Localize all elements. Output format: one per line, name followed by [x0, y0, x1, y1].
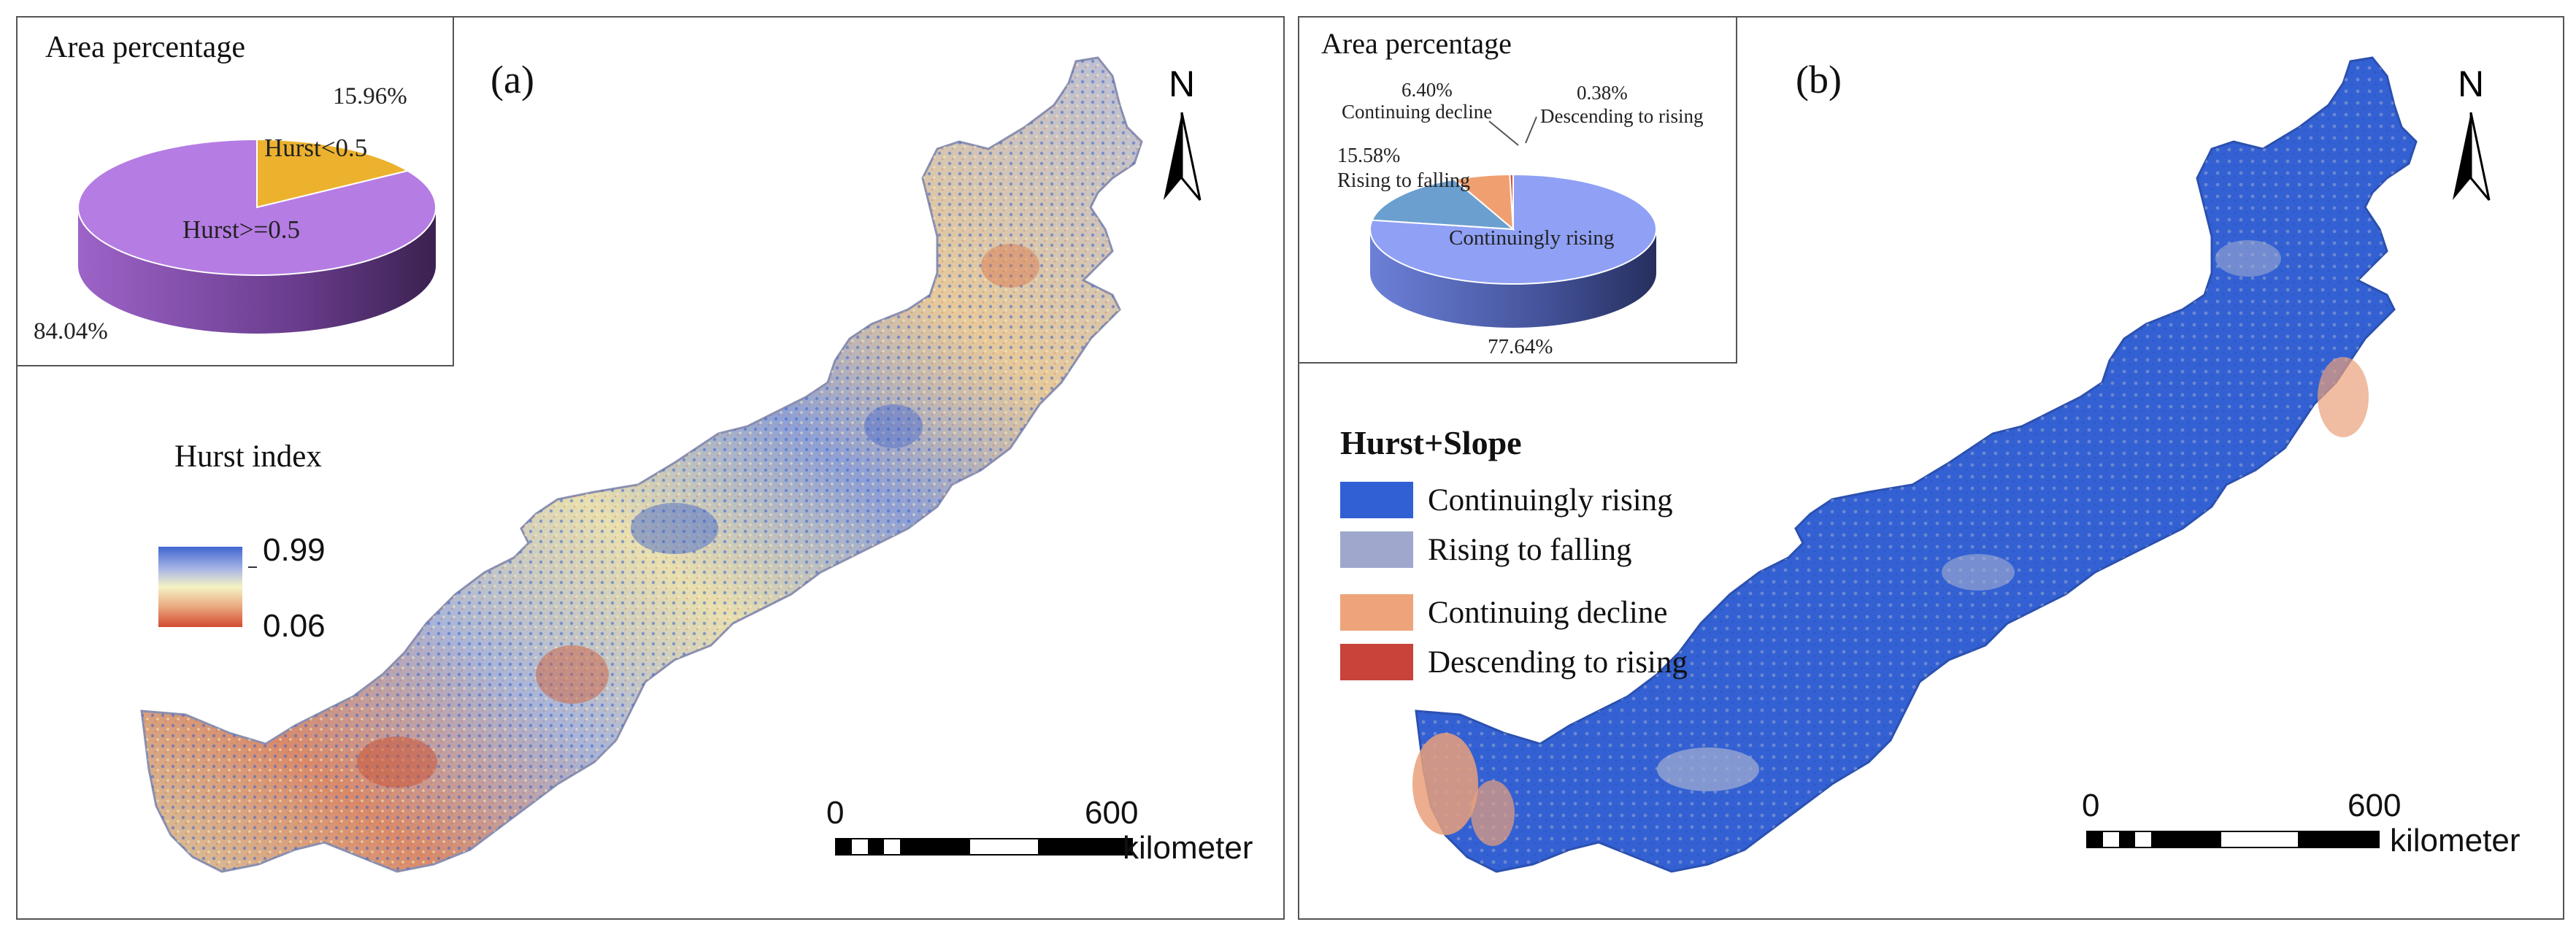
north-arrow-icon: N [1164, 64, 1202, 201]
panel-label: (a) [491, 58, 534, 101]
pie-top [1369, 173, 1657, 285]
pie-label-hurst-low: Hurst<0.5 [264, 134, 367, 162]
legend-label: Descending to rising [1428, 645, 1688, 680]
legend-label: Continuing decline [1428, 596, 1668, 630]
pie-percent-continuingly-rising: 77.64% [1488, 335, 1553, 358]
legend-label: Continuingly rising [1428, 483, 1673, 518]
colorbar-min-label: 0.06 [263, 608, 326, 644]
scale-start-label: 0 [826, 795, 845, 831]
scale-unit: kilometer [2390, 823, 2521, 858]
scale-unit: kilometer [1123, 830, 1253, 866]
pie-percent-descending-to-rising: 0.38% [1577, 82, 1628, 104]
panel-a: Area percentage Hurst>=0.5 Hurst<0.5 84.… [16, 16, 1285, 920]
pie-top [77, 138, 437, 276]
map-b [1412, 56, 2418, 873]
panel-label: (b) [1796, 58, 1842, 101]
scale-start-label: 0 [2082, 788, 2100, 823]
pie-slice-descending-to-rising [1509, 173, 1514, 230]
pie-inset-a: Area percentage Hurst>=0.5 Hurst<0.5 84.… [18, 18, 454, 366]
pie-label-descending-to-rising: Descending to rising [1540, 105, 1703, 127]
pie-percent-high: 84.04% [34, 318, 108, 345]
north-label: N [2458, 64, 2484, 104]
pie-chart-a: Hurst>=0.5 Hurst<0.5 84.04% 15.96% [34, 83, 437, 345]
pie-label-hurst-high: Hurst>=0.5 [182, 215, 300, 244]
legend-title: Hurst+Slope [1340, 424, 1522, 461]
legend-swatch [1340, 531, 1413, 568]
colorbar [158, 547, 242, 627]
pie-chart-b: Continuingly rising 77.64% 15.58% Rising… [1337, 79, 1703, 358]
legend-swatch [1340, 594, 1413, 631]
legend-label: Rising to falling [1428, 533, 1632, 567]
pie-percent-rising-to-falling: 15.58% [1337, 145, 1400, 167]
pie-inset-b: Area percentage Continuingly rising 77.6… [1299, 18, 1737, 364]
pie-slice-rising-to-falling [1371, 178, 1515, 231]
panel-b: Area percentage Continuingly rising 77.6… [1298, 16, 2564, 920]
pie-percent-low: 15.96% [333, 83, 407, 109]
map-a [140, 56, 1143, 873]
legend-title: Hurst index [174, 439, 322, 474]
legend-swatch [1340, 644, 1413, 680]
colorbar-max-label: 0.99 [263, 532, 326, 568]
inset-title: Area percentage [45, 31, 245, 64]
pie-slice-hurst-0-5 [256, 138, 410, 209]
north-label: N [1169, 64, 1195, 104]
pie-slice-continuingly-rising [1369, 173, 1657, 285]
north-arrow-icon: N [2453, 64, 2491, 201]
inset-title: Area percentage [1321, 27, 1512, 60]
pie-percent-continuing-decline: 6.40% [1402, 79, 1453, 101]
pie-label-rising-to-falling: Rising to falling [1337, 169, 1470, 192]
pie-label-continuingly-rising: Continuingly rising [1449, 226, 1614, 250]
pie-label-continuing-decline: Continuing decline [1342, 101, 1492, 123]
legend-swatch [1340, 482, 1413, 518]
pie-slice-hurst-0-5 [77, 138, 437, 276]
scale-end-label: 600 [2348, 788, 2402, 823]
scale-end-label: 600 [1085, 795, 1139, 831]
